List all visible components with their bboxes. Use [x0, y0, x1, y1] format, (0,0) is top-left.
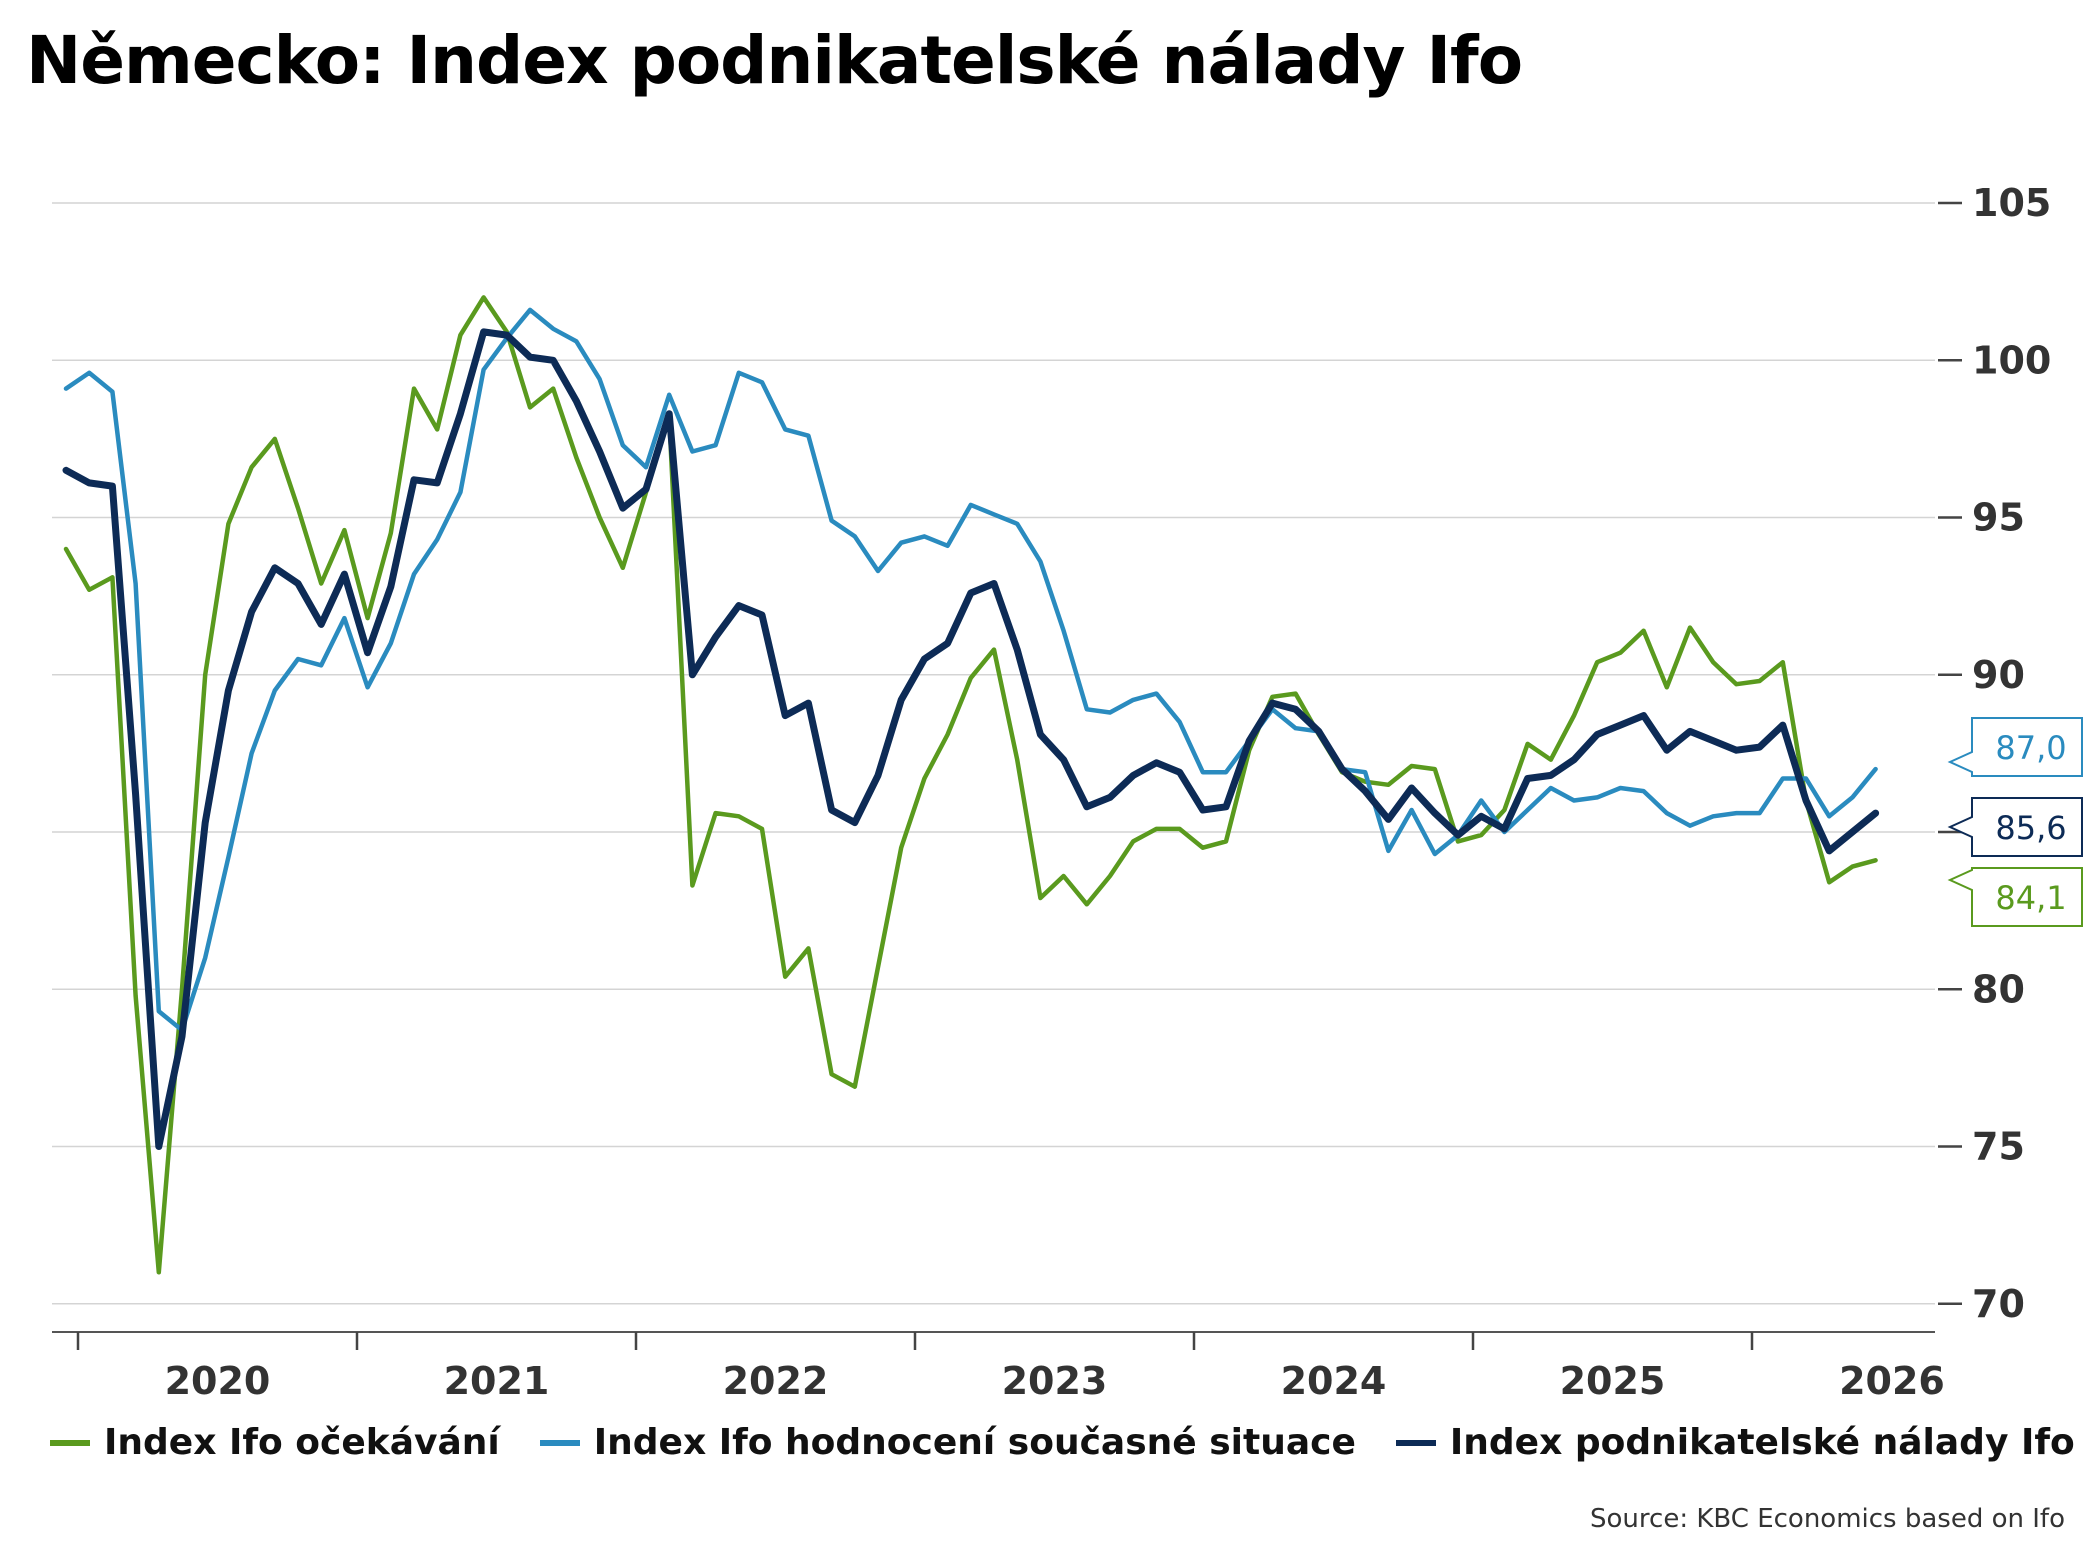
- legend-label-expectations: Index Ifo očekávání: [104, 1422, 500, 1463]
- gridlines: [52, 202, 1935, 1305]
- x-tick-label: 2024: [1281, 1359, 1387, 1403]
- x-axis: 2020 2021 2022 2023 2024 2025 2026: [52, 1331, 1945, 1403]
- legend-label-current-situation: Index Ifo hodnocení současné situace: [593, 1422, 1356, 1463]
- callout-box: [1947, 717, 2083, 777]
- last-value-label: 85,6: [1995, 809, 2066, 847]
- legend-item-current-situation: Index Ifo hodnocení současné situace: [539, 1422, 1356, 1463]
- legend-item-expectations: Index Ifo očekávání: [50, 1422, 500, 1463]
- legend-swatch-current-situation: [539, 1439, 580, 1446]
- x-tick-label: 2022: [723, 1359, 829, 1403]
- last-value-callout: 84,1: [1947, 867, 2083, 927]
- x-tick-label: 2025: [1560, 1359, 1666, 1403]
- last-value-label: 84,1: [1995, 879, 2066, 917]
- y-tick-label: 100: [1972, 338, 2051, 382]
- y-tick-label: 105: [1972, 181, 2051, 225]
- last-value-label: 87,0: [1995, 729, 2066, 767]
- series-line: [63, 295, 1878, 1275]
- series-line: [62, 328, 1880, 1150]
- x-tick-label: 2020: [165, 1359, 271, 1403]
- legend-swatch-business-climate: [1395, 1439, 1436, 1446]
- legend-swatch-expectations: [50, 1439, 90, 1446]
- last-value-callout: 87,0: [1947, 717, 2083, 777]
- chart-title: Německo: Index podnikatelské nálady Ifo: [26, 22, 1523, 99]
- callout-box: [1947, 867, 2083, 927]
- x-tick-label: 2021: [444, 1359, 550, 1403]
- legend-label-business-climate: Index podnikatelské nálady Ifo: [1449, 1422, 2075, 1463]
- y-tick-label: 75: [1972, 1125, 2025, 1169]
- y-tick-label: 80: [1972, 967, 2025, 1011]
- legend-item-business-climate: Index podnikatelské nálady Ifo: [1395, 1422, 2075, 1463]
- x-tick-label: 2026: [1839, 1359, 1945, 1403]
- series-lines: [62, 295, 1880, 1275]
- x-tick-label: 2023: [1002, 1359, 1108, 1403]
- legend: Index Ifo očekávání Index Ifo hodnocení …: [50, 1422, 2075, 1463]
- callout-box: [1947, 797, 2083, 857]
- y-tick-label: 70: [1972, 1282, 2025, 1326]
- series-line: [63, 307, 1878, 1033]
- source-note: Source: KBC Economics based on Ifo: [1590, 1504, 2065, 1534]
- last-value-callout: 85,6: [1947, 797, 2083, 857]
- y-tick-label: 95: [1972, 496, 2025, 540]
- last-value-callouts: 87,0 85,6 84,1: [1947, 717, 2083, 927]
- y-tick-label: 90: [1972, 653, 2025, 697]
